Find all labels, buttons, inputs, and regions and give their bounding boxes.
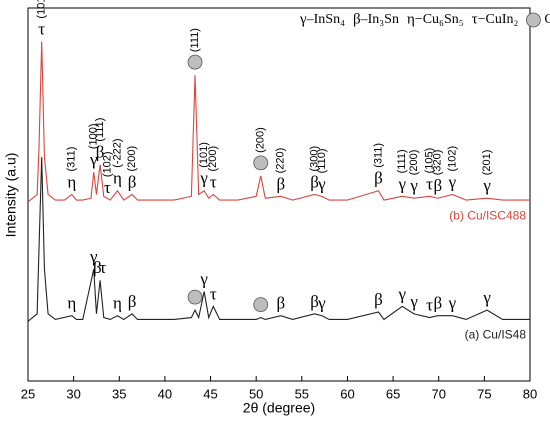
peak-symbol: β [433,294,442,313]
x-tick-label: 60 [340,386,354,401]
peak-symbol: β [128,172,137,191]
peak-hkl: (200) [408,150,420,176]
x-tick-label: 75 [477,386,491,401]
legend-label: –In₃Sn [360,12,399,27]
peak-symbol: γ [409,176,418,195]
legend-label: −Cu₆Sn₅ [415,12,464,27]
peak-symbol: τ [38,19,45,38]
peak-hkl: (200) [207,146,219,172]
x-tick-label: 70 [431,386,445,401]
peak-symbol: β [374,290,383,309]
x-tick-label: 35 [112,386,126,401]
peak-marker [187,54,203,70]
peak-symbol: γ [448,294,457,313]
x-tick-label: 40 [158,386,172,401]
peak-symbol: τ [210,284,217,303]
peak-symbol: τ [99,258,106,277]
peak-symbol: η [113,169,122,188]
peak-symbol: β [310,292,319,311]
x-tick-label: 65 [386,386,400,401]
peak-marker [187,289,203,305]
peak-symbol: β [433,176,442,195]
peak-hkl: (-222) [111,138,123,167]
peak-symbol: τ [104,178,111,197]
series-line [27,41,530,203]
series-label: (b) Cu/ISC488 [449,208,526,222]
peak-hkl: (111) [396,149,408,173]
peak-symbol: τ [426,295,433,314]
peak-symbol: γ [448,172,457,191]
peak-hkl: (300) [309,146,321,172]
peak-symbol: γ [482,176,491,195]
x-tick-label: 25 [21,386,35,401]
peak-hkl: (102) [446,146,458,172]
peak-symbol: γ [199,169,208,188]
legend-marker [526,12,541,28]
x-tick-label: 30 [66,386,80,401]
peak-symbol: γ [397,174,406,193]
peak-hkl: (105) [424,148,436,174]
peak-symbol: γ [317,174,326,193]
peak-symbol: η [67,172,76,191]
peak-hkl: (200) [126,146,138,172]
peak-hkl: (200) [255,127,267,153]
x-tick-label: 55 [295,386,309,401]
legend-symbol: τ [472,11,478,27]
peak-symbol: γ [409,292,418,311]
peak-hkl: (320) [432,150,444,176]
peak-symbol: γ [397,284,406,303]
x-tick-label: 50 [249,386,263,401]
peak-symbol: β [96,143,105,162]
legend-label: Cu [544,12,550,27]
peak-symbol: γ [199,269,208,288]
peak-symbol: β [276,174,285,193]
y-axis-label: Intensity (a.u) [3,153,19,238]
legend-symbol: γ [299,11,307,27]
x-axis-label: 2θ (degree) [243,400,315,416]
peak-hkl: (102) [101,151,113,177]
peak-symbol: η [67,294,76,313]
peak-symbol: γ [89,150,98,169]
peak-hkl: (311) [66,147,78,172]
peak-hkl: (111) [189,28,201,52]
peak-symbol: τ [426,174,433,193]
plot-frame [27,7,531,382]
peak-hkl: (100) [88,123,100,149]
peak-symbol: γ [317,294,326,313]
peak-marker [253,155,269,171]
peak-symbol: β [93,258,102,277]
peak-hkl: (101) [198,142,210,168]
peak-hkl: (311) [372,143,384,168]
peak-hkl: (220) [275,148,287,174]
legend-label: –InSn₄ [306,12,345,27]
legend-symbol: β [353,11,361,27]
peak-symbol: β [374,169,383,188]
peak-symbol: τ [210,172,217,191]
peak-symbol: β [128,292,137,311]
peak-hkl: (201) [481,150,493,176]
series-label: (a) Cu/IS48 [465,328,527,342]
series-line [27,157,530,322]
x-tick-label: 80 [523,386,537,401]
peak-symbol: γ [482,288,491,307]
peak-symbol: β [310,172,319,191]
legend-label: −CuIn₂ [478,12,519,27]
x-tick-label: 45 [203,386,217,401]
peak-symbol: γ [89,247,98,266]
peak-marker [253,297,269,312]
peak-hkl: (111) [94,118,106,142]
peak-hkl: (101) [36,0,48,19]
peak-symbol: η [113,294,122,313]
peak-symbol: β [276,294,285,313]
legend-symbol: η [407,11,415,27]
peak-hkl: (110) [316,148,328,173]
